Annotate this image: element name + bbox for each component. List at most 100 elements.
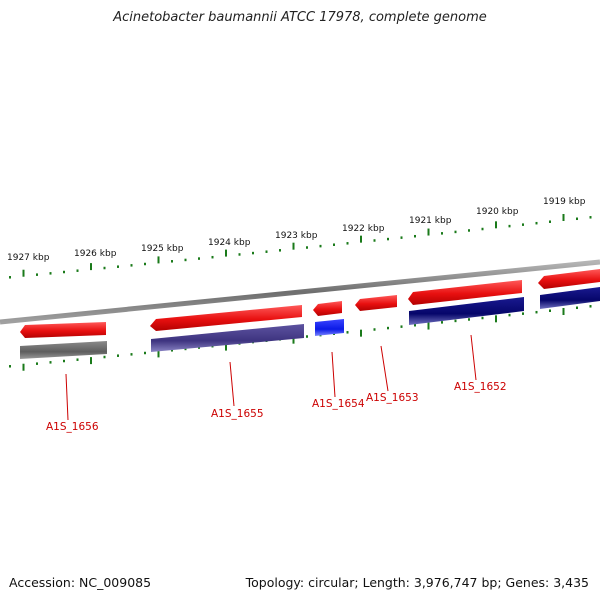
page-title: Acinetobacter baumannii ATCC 17978, comp…	[113, 10, 487, 25]
major-tick	[90, 357, 92, 365]
major-tick	[22, 269, 25, 277]
minor-tick	[589, 305, 592, 308]
minor-tick	[441, 232, 443, 235]
gene-feature[interactable]	[408, 280, 522, 305]
minor-tick	[265, 250, 268, 253]
major-tick	[495, 221, 497, 229]
minor-tick	[549, 309, 551, 312]
minor-tick	[468, 229, 470, 232]
gene-A1S_1654-block[interactable]	[315, 319, 344, 336]
minor-tick	[279, 249, 281, 252]
minor-tick	[454, 319, 457, 323]
minor-tick	[238, 253, 241, 256]
minor-tick	[184, 258, 187, 262]
minor-tick	[373, 328, 376, 331]
scale-label-1921: 1921 kbp	[409, 216, 452, 226]
major-tick	[157, 256, 160, 264]
major-tick	[292, 336, 295, 344]
minor-tick	[76, 358, 79, 361]
gene-feature[interactable]	[313, 301, 342, 316]
gene-A1S_1652-block[interactable]	[409, 297, 524, 325]
genome-backbone	[0, 259, 600, 325]
leader-line	[229, 361, 235, 407]
minor-tick	[522, 312, 524, 315]
minor-tick	[76, 269, 79, 272]
minor-tick	[589, 216, 592, 219]
scale-label-1922: 1922 kbp	[342, 224, 385, 234]
minor-tick	[306, 335, 308, 338]
gene-label-A1S_1652[interactable]: A1S_1652	[454, 381, 507, 393]
major-tick	[225, 249, 227, 257]
leader-line	[380, 345, 389, 392]
minor-tick	[144, 351, 146, 355]
minor-tick	[481, 227, 484, 231]
gene-feature[interactable]	[540, 287, 600, 309]
major-tick	[292, 242, 295, 250]
minor-tick	[346, 242, 349, 245]
minor-tick	[103, 355, 106, 359]
scale-label-1920: 1920 kbp	[476, 207, 519, 217]
minor-tick	[576, 217, 578, 221]
inner-tick-row	[9, 305, 592, 371]
gene-feature[interactable]	[538, 269, 600, 289]
minor-tick	[198, 257, 200, 260]
minor-tick	[319, 244, 322, 248]
gene-A1S_1655-block[interactable]	[151, 324, 304, 352]
minor-tick	[171, 260, 173, 263]
gene-label-A1S_1656[interactable]: A1S_1656	[46, 421, 99, 433]
scale-label-1926: 1926 kbp	[74, 249, 117, 259]
major-tick	[495, 315, 497, 323]
minor-tick	[441, 321, 443, 324]
minor-tick	[36, 362, 38, 365]
leader-line	[65, 373, 69, 421]
leader-line	[470, 334, 477, 381]
minor-tick	[252, 251, 254, 255]
minor-tick	[508, 224, 511, 228]
gene-feature[interactable]	[20, 322, 106, 338]
major-tick	[562, 214, 565, 222]
minor-tick	[346, 331, 349, 334]
minor-tick	[36, 273, 38, 276]
minor-tick	[9, 365, 11, 368]
leader-line	[331, 351, 336, 398]
minor-tick	[117, 265, 119, 268]
major-tick	[90, 263, 92, 271]
outer-tick-row	[9, 214, 592, 279]
reverse-gene-track	[20, 287, 600, 359]
minor-tick	[130, 264, 133, 267]
major-tick	[427, 228, 430, 236]
scale-label-1923: 1923 kbp	[275, 231, 318, 241]
gene-label-A1S_1654[interactable]: A1S_1654	[312, 398, 365, 410]
gene-feature[interactable]	[150, 305, 302, 331]
minor-tick	[306, 246, 308, 249]
minor-tick	[49, 272, 52, 275]
minor-tick	[130, 353, 133, 356]
minor-tick	[414, 323, 416, 327]
minor-tick	[63, 359, 65, 363]
minor-tick	[333, 243, 335, 246]
minor-tick	[387, 237, 389, 241]
minor-tick	[49, 361, 52, 364]
scale-label-1924: 1924 kbp	[208, 238, 251, 248]
forward-gene-track	[20, 269, 600, 338]
minor-tick	[535, 221, 538, 225]
gene-A1S_1656-block[interactable]	[20, 341, 107, 359]
scale-label-1925: 1925 kbp	[141, 244, 184, 254]
minor-tick	[576, 306, 578, 310]
major-tick	[157, 350, 160, 358]
gene-feature[interactable]	[355, 295, 397, 311]
minor-tick	[63, 270, 65, 274]
footer-accession: Accession: NC_009085	[9, 575, 152, 590]
footer-summary: Topology: circular; Length: 3,976,747 bp…	[245, 575, 589, 590]
minor-tick	[373, 239, 376, 242]
minor-tick	[454, 230, 457, 234]
gene-label-A1S_1655[interactable]: A1S_1655	[211, 408, 264, 420]
major-tick	[427, 322, 430, 330]
minor-tick	[144, 262, 146, 266]
minor-tick	[400, 325, 403, 328]
minor-tick	[9, 276, 11, 279]
scale-label-1919: 1919 kbp	[543, 197, 586, 207]
major-tick	[22, 363, 25, 371]
gene-label-A1S_1653[interactable]: A1S_1653	[366, 392, 419, 404]
